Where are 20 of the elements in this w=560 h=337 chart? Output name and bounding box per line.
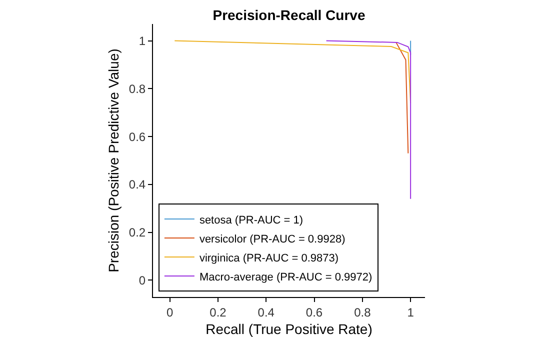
x-tick-label: 0.2 bbox=[210, 305, 227, 320]
x-tick-label: 1 bbox=[407, 305, 414, 320]
y-tick-label: 0.4 bbox=[128, 178, 146, 192]
legend-label: virginica (PR-AUC = 0.9873) bbox=[199, 252, 339, 264]
y-tick-label: 0.8 bbox=[128, 82, 146, 96]
x-tick-label: 0.4 bbox=[258, 305, 275, 320]
x-tick-label: 0.8 bbox=[354, 305, 372, 320]
x-tick-label: 0.6 bbox=[306, 305, 323, 320]
legend-label: setosa (PR-AUC = 1) bbox=[199, 214, 304, 226]
y-axis-title: Precision (Positive Predictive Value) bbox=[106, 48, 122, 272]
y-tick-label: 0.2 bbox=[128, 226, 146, 240]
line-series bbox=[326, 40, 412, 200]
y-tick-label: 1 bbox=[138, 34, 146, 48]
x-tick-label: 0 bbox=[166, 305, 174, 320]
y-tick-label: 0.6 bbox=[128, 130, 146, 144]
x-axis-title: Recall (True Positive Rate) bbox=[206, 321, 372, 337]
legend-label: Macro-average (PR-AUC = 0.9972) bbox=[199, 271, 372, 284]
chart-title: Precision-Recall Curve bbox=[212, 6, 366, 23]
y-tick-label: 0 bbox=[138, 273, 146, 288]
legend-label: versicolor (PR-AUC = 0.9928) bbox=[199, 233, 346, 246]
